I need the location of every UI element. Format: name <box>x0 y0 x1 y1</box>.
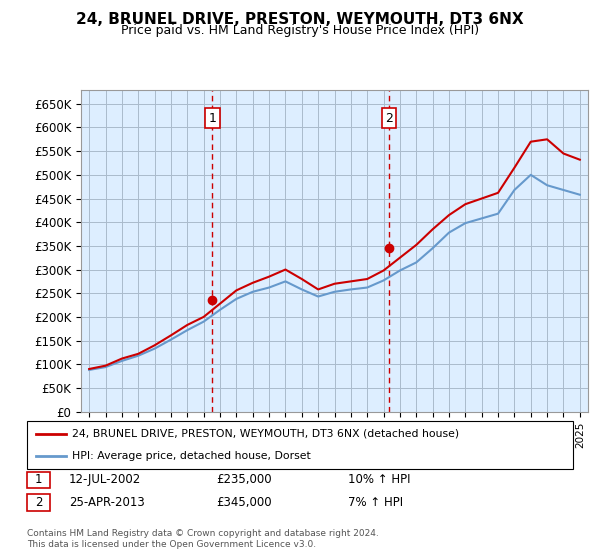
Text: 24, BRUNEL DRIVE, PRESTON, WEYMOUTH, DT3 6NX: 24, BRUNEL DRIVE, PRESTON, WEYMOUTH, DT3… <box>76 12 524 27</box>
Text: £345,000: £345,000 <box>216 496 272 509</box>
Text: 1: 1 <box>209 111 217 124</box>
Text: 10% ↑ HPI: 10% ↑ HPI <box>348 473 410 487</box>
Text: 2: 2 <box>385 111 393 124</box>
Text: £235,000: £235,000 <box>216 473 272 487</box>
Text: 25-APR-2013: 25-APR-2013 <box>69 496 145 509</box>
Text: 24, BRUNEL DRIVE, PRESTON, WEYMOUTH, DT3 6NX (detached house): 24, BRUNEL DRIVE, PRESTON, WEYMOUTH, DT3… <box>72 429 459 439</box>
Text: 12-JUL-2002: 12-JUL-2002 <box>69 473 141 487</box>
Text: 2: 2 <box>35 496 42 509</box>
Text: HPI: Average price, detached house, Dorset: HPI: Average price, detached house, Dors… <box>72 451 311 461</box>
Text: 7% ↑ HPI: 7% ↑ HPI <box>348 496 403 509</box>
Text: 1: 1 <box>35 473 42 487</box>
Text: Contains HM Land Registry data © Crown copyright and database right 2024.
This d: Contains HM Land Registry data © Crown c… <box>27 529 379 549</box>
Text: Price paid vs. HM Land Registry's House Price Index (HPI): Price paid vs. HM Land Registry's House … <box>121 24 479 36</box>
